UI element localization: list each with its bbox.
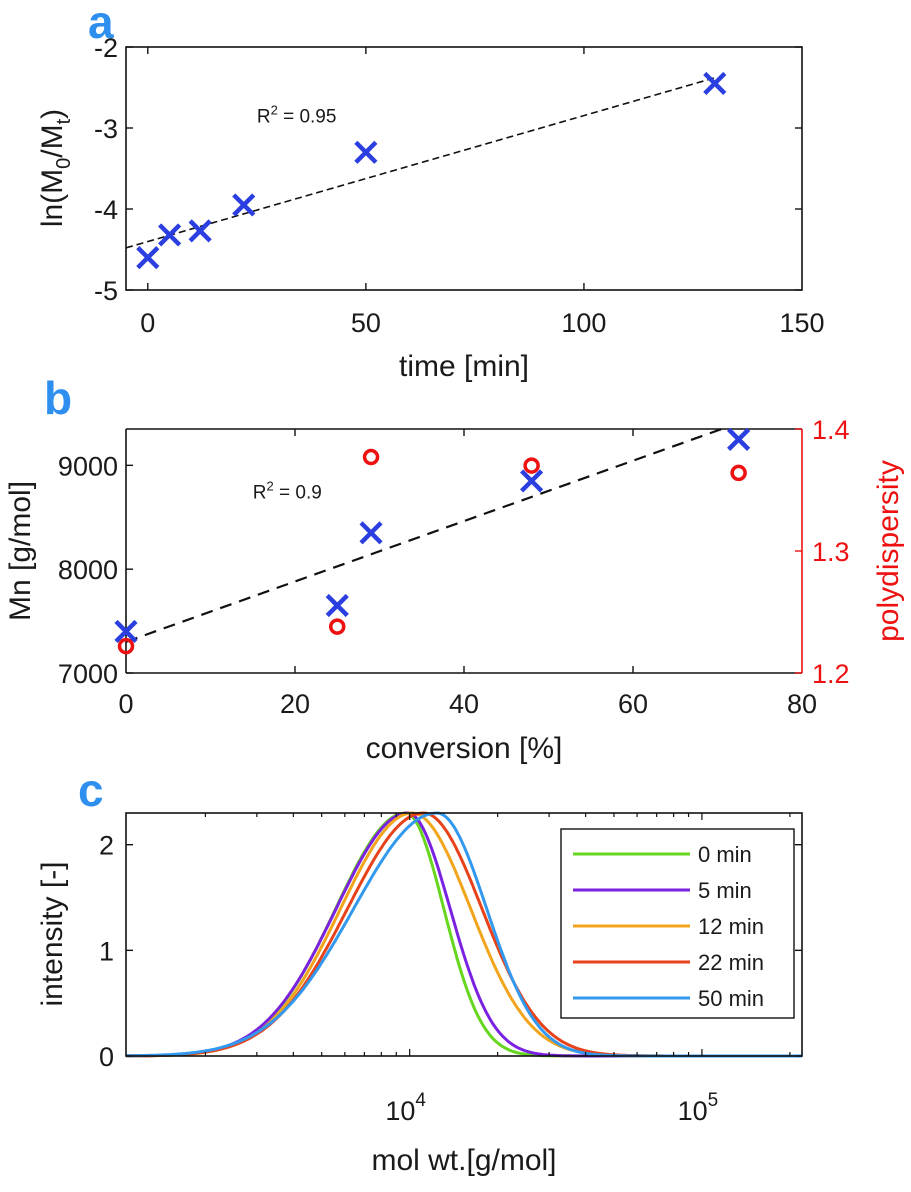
annotation-superscript: 2 xyxy=(271,102,278,117)
legend-label: 5 min xyxy=(698,878,752,903)
legend-box xyxy=(560,828,795,1019)
x-tick-label-b: 20 xyxy=(280,689,310,719)
mn-data-point xyxy=(359,521,383,545)
y-tick-label-c: 0 xyxy=(99,1042,114,1072)
plot-area-a xyxy=(125,46,803,291)
r-squared-annotation-a: R2 = 0.95 xyxy=(257,102,337,127)
x-marker-stroke xyxy=(520,469,544,493)
y-tick-label-c: 1 xyxy=(99,936,114,966)
panel-letter-c: c xyxy=(78,764,104,816)
annotation-superscript: 2 xyxy=(266,479,273,494)
polydispersity-data-point xyxy=(329,618,346,635)
x-marker-stroke xyxy=(188,219,212,243)
y-tick-label-a: -5 xyxy=(94,276,118,306)
polydispersity-data-point xyxy=(730,464,747,482)
panel-a: a 0 50 100 150 -5 -4 -3 -2 R2 = 0.95 time [min]… xyxy=(36,0,825,383)
x-tick-exponent: 4 xyxy=(415,1090,426,1111)
data-point-a xyxy=(232,193,256,217)
fit-line-a xyxy=(125,77,715,249)
annotation-text: = 0.95 xyxy=(278,106,337,127)
polydispersity-data-point xyxy=(362,448,380,466)
data-point-a xyxy=(354,140,378,164)
y-tick-label-b: 7000 xyxy=(58,659,118,689)
x-tick-exponent: 5 xyxy=(708,1090,719,1111)
y-tick-label-c: 2 xyxy=(99,831,114,861)
data-point-a xyxy=(136,246,160,270)
fit-line-b xyxy=(125,427,723,643)
x-tick-label-b: 60 xyxy=(618,689,648,719)
x-tick-label-a: 0 xyxy=(140,308,155,338)
mn-data-point xyxy=(114,619,138,644)
x-marker-stroke xyxy=(703,71,727,96)
x-marker-stroke xyxy=(359,521,383,545)
x-marker-stroke xyxy=(727,427,751,451)
x-tick-label-c: 105 xyxy=(678,1090,719,1126)
legend-label: 50 min xyxy=(698,986,764,1011)
x-tick-label-c: 104 xyxy=(385,1090,426,1126)
annotation-text: = 0.9 xyxy=(274,483,322,504)
legend: 0 min 5 min 12 min 22 min 50 min xyxy=(560,828,795,1019)
y-tick-label-b: 9000 xyxy=(58,451,118,481)
y-axis-label-c: intensity [-] xyxy=(36,861,69,1006)
y-axis-label-a: ln(M0/Mt) xyxy=(36,109,75,227)
x-marker-stroke xyxy=(114,619,138,644)
y-tick-label-b: 8000 xyxy=(58,555,118,585)
right-y-tick-label-b: 1.3 xyxy=(812,537,850,567)
data-point-a xyxy=(703,71,727,96)
x-tick-label-a: 50 xyxy=(351,308,381,338)
r-squared-annotation-b: R2 = 0.9 xyxy=(253,479,322,504)
x-marker-stroke xyxy=(354,140,378,164)
legend-label: 22 min xyxy=(698,950,764,975)
x-axis-label-c: mol wt.[g/mol] xyxy=(371,1144,556,1177)
right-y-axis-label-b: polydispersity xyxy=(872,460,905,642)
legend-label: 12 min xyxy=(698,914,764,939)
right-y-tick-label-b: 1.2 xyxy=(812,659,850,689)
y-tick-label-a: -4 xyxy=(94,195,118,225)
data-point-a xyxy=(188,219,212,243)
plot-area-c xyxy=(125,812,803,1057)
polydispersity-data-point xyxy=(523,457,540,474)
polydispersity-data-point xyxy=(117,637,135,655)
y-tick-label-a: -2 xyxy=(94,33,118,63)
x-marker-stroke xyxy=(232,193,256,217)
panel-b: b 0 20 40 60 80 7000 8000 9000 1.2 1.3 1.4 R2 = 0.… xyxy=(4,372,905,765)
x-tick-label-b: 40 xyxy=(449,689,479,719)
x-tick-label-a: 150 xyxy=(779,308,824,338)
legend-label: 0 min xyxy=(698,842,752,867)
x-tick-label-a: 100 xyxy=(561,308,606,338)
mn-data-point xyxy=(325,593,349,618)
panel-letter-a: a xyxy=(88,0,114,48)
y-axis-label-b: Mn [g/mol] xyxy=(4,481,37,621)
x-tick-label-b: 80 xyxy=(787,689,817,719)
x-axis-label-b: conversion [%] xyxy=(366,732,563,765)
panel-letter-b: b xyxy=(44,372,72,424)
y-tick-label-a: -3 xyxy=(94,114,118,144)
x-axis-label-a: time [min] xyxy=(399,350,529,383)
right-y-tick-label-b: 1.4 xyxy=(812,415,850,445)
mn-data-point xyxy=(727,427,751,451)
x-tick-label-b: 0 xyxy=(118,689,133,719)
x-marker-stroke xyxy=(136,246,160,270)
x-marker-stroke xyxy=(325,593,349,618)
mn-data-point xyxy=(520,469,544,493)
x-marker-stroke xyxy=(158,223,182,247)
data-point-a xyxy=(158,223,182,247)
